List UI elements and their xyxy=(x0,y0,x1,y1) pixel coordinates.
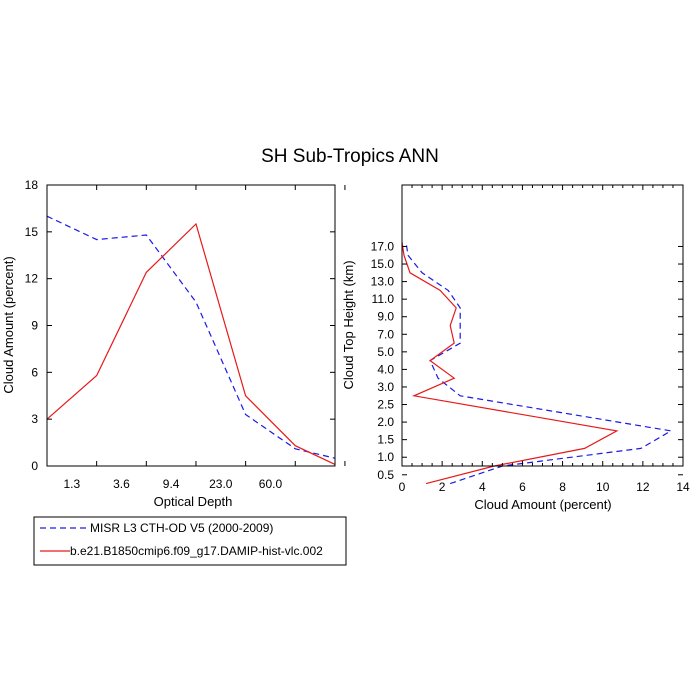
cloud-top-height-plot-frame xyxy=(401,184,684,467)
cloud-top-height-series xyxy=(401,242,673,485)
optical-depth-x-axis-title: Optical Depth xyxy=(154,494,233,509)
cloud-top-height-y-tick-label: 2.0 xyxy=(377,415,394,429)
optical-depth-y-axis-title: Cloud Amount (percent) xyxy=(1,256,16,393)
legend: MISR L3 CTH-OD V5 (2000-2009) b.e21.B185… xyxy=(33,516,347,566)
cloud-top-height-x-tick-label: 6 xyxy=(519,480,526,494)
legend-label-model: b.e21.B1850cmip6.f09_g17.DAMIP-hist-vlc.… xyxy=(70,544,323,558)
cloud-top-height-model-line xyxy=(401,242,619,485)
optical-depth-obs-line xyxy=(46,215,336,459)
optical-depth-x-tick-label: 9.4 xyxy=(163,477,180,491)
cloud-top-height-y-tick-label: 0.5 xyxy=(377,468,394,482)
cloud-top-height-y-tick-label: 1.0 xyxy=(377,450,394,464)
cloud-top-height-y-tick-label: 13.0 xyxy=(371,275,395,289)
cloud-top-height-panel: 0 2 4 6 8 10 12 14 0.5 1.0 1.5 2.0 2.5 3.0 4.0 5.0 7.0 9.… xyxy=(341,184,690,512)
optical-depth-x-tick-label: 60.0 xyxy=(259,477,283,491)
cloud-top-height-y-axis-title: Cloud Top Height (km) xyxy=(341,260,356,389)
optical-depth-y-tick-label: 6 xyxy=(31,365,38,379)
optical-depth-y-tick-label: 9 xyxy=(31,319,38,333)
optical-depth-y-tick-label: 12 xyxy=(25,272,39,286)
optical-depth-y-tick-label: 18 xyxy=(25,178,39,192)
cloud-top-height-x-tick-label: 4 xyxy=(479,480,486,494)
cloud-top-height-x-tick-label: 14 xyxy=(676,480,690,494)
cloud-top-height-y-tick-label: 17.0 xyxy=(371,239,395,253)
cloud-top-height-y-tick-label: 9.0 xyxy=(377,310,394,324)
cloud-top-height-y-tick-label: 5.0 xyxy=(377,345,394,359)
optical-depth-axes: 0 3 6 9 12 15 18 1.3 3.6 9.4 23.0 60.0 xyxy=(25,178,346,491)
cloud-top-height-y-tick-label: 3.0 xyxy=(377,380,394,394)
cloud-top-height-obs-line xyxy=(405,242,673,485)
cloud-top-height-y-tick-label: 2.5 xyxy=(377,398,394,412)
optical-depth-x-tick-label: 3.6 xyxy=(113,477,130,491)
cloud-top-height-x-tick-label: 12 xyxy=(636,480,650,494)
legend-label-obs: MISR L3 CTH-OD V5 (2000-2009) xyxy=(90,521,273,535)
cloud-top-height-y-tick-label: 1.5 xyxy=(377,433,394,447)
cloud-top-height-x-tick-label: 8 xyxy=(559,480,566,494)
cloud-top-height-x-tick-label: 2 xyxy=(439,480,446,494)
optical-depth-x-tick-label: 1.3 xyxy=(63,477,80,491)
cloud-top-height-x-axis-title: Cloud Amount (percent) xyxy=(474,497,611,512)
optical-depth-y-tick-label: 3 xyxy=(31,412,38,426)
legend-box xyxy=(33,516,347,566)
cloud-top-height-y-tick-label: 15.0 xyxy=(371,257,395,271)
optical-depth-y-tick-label: 15 xyxy=(25,225,39,239)
optical-depth-panel: 0 3 6 9 12 15 18 1.3 3.6 9.4 23.0 60.0 Optical Dept… xyxy=(1,178,346,509)
cloud-top-height-y-tick-label: 11.0 xyxy=(372,292,395,306)
cloud-top-height-y-tick-label: 4.0 xyxy=(377,362,394,376)
cloud-top-height-axes: 0 2 4 6 8 10 12 14 0.5 1.0 1.5 2.0 2.5 3.0 4.0 5.0 7.0 9.… xyxy=(371,184,690,494)
cloud-top-height-y-tick-label: 7.0 xyxy=(377,327,394,341)
optical-depth-model-line xyxy=(46,222,336,465)
cloud-top-height-x-tick-label: 0 xyxy=(399,480,406,494)
figure-title: SH Sub-Tropics ANN xyxy=(261,146,439,167)
optical-depth-y-tick-label: 0 xyxy=(31,459,38,473)
optical-depth-series xyxy=(46,215,336,465)
optical-depth-x-tick-label: 23.0 xyxy=(209,477,233,491)
optical-depth-plot-frame xyxy=(46,184,336,467)
cloud-top-height-x-tick-label: 10 xyxy=(596,480,610,494)
